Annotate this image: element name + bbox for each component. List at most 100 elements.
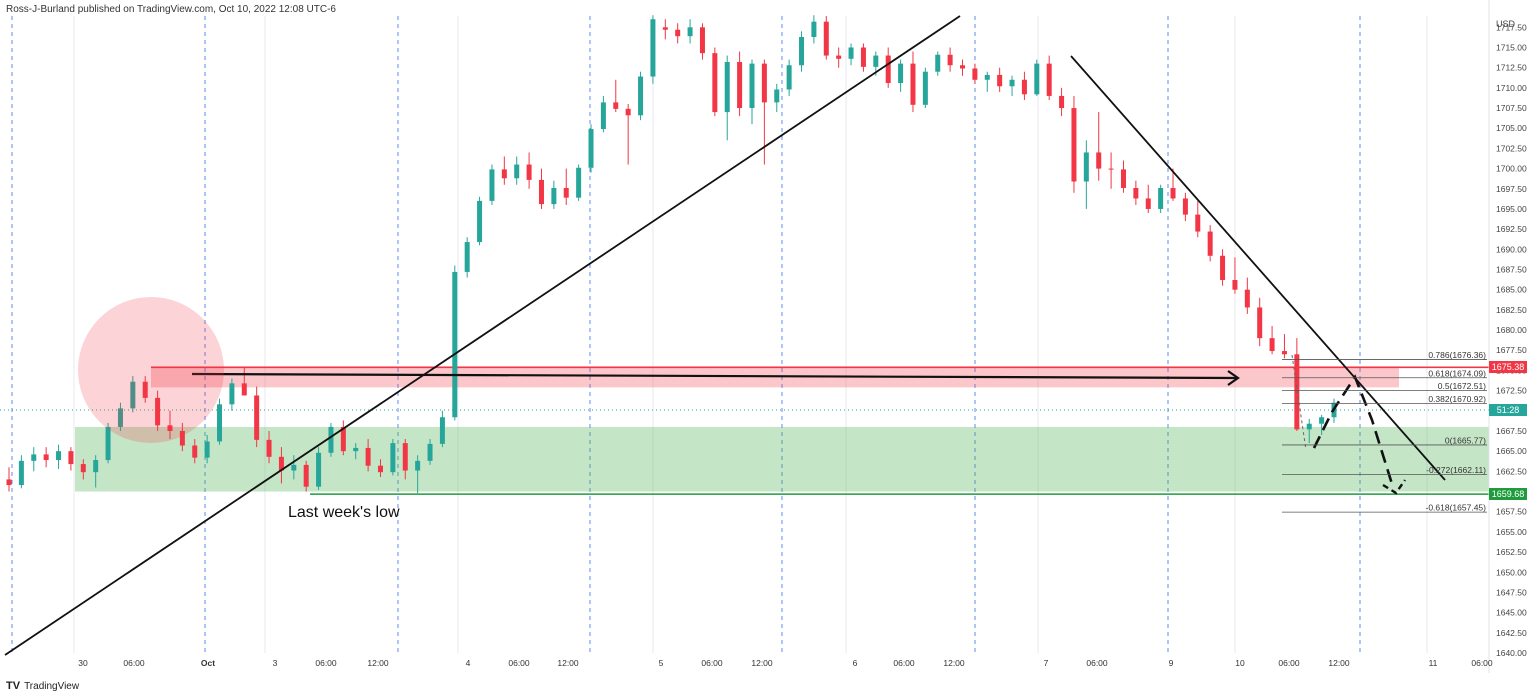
candle	[526, 152, 532, 189]
candle	[972, 63, 978, 84]
time-tick-label: 10	[1235, 658, 1245, 668]
currency-label: USD	[1496, 19, 1516, 29]
time-axis[interactable]: 30 06:00 Oct 3 06:00 12:00 4 06:00 12:00 5 06:00 12…	[78, 658, 1493, 668]
tradingview-logo-icon: TV	[6, 680, 21, 692]
candle	[885, 47, 891, 88]
price-tick-label: 1702.50	[1496, 143, 1527, 153]
candle	[638, 71, 644, 121]
candle	[1170, 168, 1176, 201]
candle	[551, 180, 557, 209]
candle	[724, 55, 730, 141]
candle	[1096, 112, 1102, 181]
price-tick-label: 1692.50	[1496, 224, 1527, 234]
price-tick-label: 1707.50	[1496, 103, 1527, 113]
price-tick-label: 1695.00	[1496, 204, 1527, 214]
publisher-header: Ross-J-Burland published on TradingView.…	[6, 4, 336, 15]
support-zone[interactable]	[75, 426, 1489, 492]
candle	[1083, 140, 1089, 209]
candle	[997, 67, 1003, 92]
candle	[935, 51, 941, 76]
candle	[687, 19, 693, 44]
candle	[229, 378, 235, 411]
last-week-low-price-label: 1659.68	[1489, 488, 1527, 501]
price-tick-label: 1642.50	[1496, 628, 1527, 638]
candle	[254, 386, 260, 448]
candle	[427, 439, 433, 465]
candle	[712, 47, 718, 117]
fib-label: 0.786(1676.36)	[1428, 350, 1486, 360]
candle	[415, 455, 421, 494]
price-tick-label: 1645.00	[1496, 608, 1527, 618]
candle	[774, 83, 780, 113]
candle	[1046, 55, 1052, 100]
candle	[811, 15, 817, 44]
candle	[1158, 184, 1164, 213]
candle	[80, 459, 86, 480]
candle	[613, 79, 619, 113]
candle	[142, 376, 148, 403]
candle	[6, 467, 12, 492]
candle	[1257, 297, 1263, 347]
time-tick-label: 3	[273, 658, 278, 668]
price-tick-label: 1687.50	[1496, 265, 1527, 275]
candle	[1120, 160, 1126, 193]
candle	[984, 71, 990, 92]
candle	[675, 23, 681, 44]
time-tick-label: 7	[1044, 658, 1049, 668]
candle	[452, 265, 458, 421]
grid-lines	[0, 16, 1489, 653]
price-tick-label: 1700.00	[1496, 164, 1527, 174]
candle	[155, 390, 161, 431]
time-tick-label: 06:00	[123, 658, 145, 668]
fib-label: 0(1665.77)	[1445, 435, 1486, 445]
candle	[910, 51, 916, 113]
footer-brand[interactable]: TV TradingView	[6, 680, 79, 692]
candles	[6, 15, 1337, 494]
time-tick-label: 11	[1429, 658, 1438, 668]
price-tick-label: 1685.00	[1496, 285, 1527, 295]
price-axis[interactable]: 1640.00 1642.50 1645.00 1647.50 1650.00 1652.…	[1496, 22, 1527, 658]
time-tick-label: 30	[78, 658, 88, 668]
candle	[1220, 249, 1226, 286]
candle	[538, 168, 544, 209]
horizontal-arrow[interactable]	[191, 372, 1237, 380]
candle	[786, 59, 792, 96]
highlight-circle	[78, 297, 224, 443]
candle	[353, 443, 359, 460]
price-tick-label: 1715.00	[1496, 42, 1527, 52]
time-tick-label: 12:00	[557, 658, 579, 668]
candle	[1182, 192, 1188, 222]
candle	[1133, 180, 1139, 205]
time-tick-label: 12:00	[1328, 658, 1350, 668]
time-tick-label: 9	[1169, 658, 1174, 668]
time-tick-label: 06:00	[1278, 658, 1300, 668]
fib-label: 0.5(1672.51)	[1438, 381, 1486, 391]
price-tick-label: 1655.00	[1496, 527, 1527, 537]
projection-path[interactable]	[1312, 374, 1394, 485]
ascending-trendline[interactable]	[4, 15, 961, 656]
candle	[1145, 184, 1151, 213]
candle	[1269, 326, 1275, 355]
candle	[1306, 418, 1312, 444]
time-tick-label: Oct	[201, 658, 215, 668]
price-tick-label: 1672.50	[1496, 386, 1527, 396]
horizontal-arrow-head	[1227, 370, 1240, 386]
candle	[600, 95, 606, 133]
candle	[328, 422, 334, 457]
candle	[749, 59, 755, 125]
time-tick-label: 06:00	[315, 658, 337, 668]
price-tick-label: 1712.50	[1496, 63, 1527, 73]
candle	[625, 104, 631, 165]
fibonacci-levels: 0.786(1676.36) 0.618(1674.09) 0.5(1672.51)…	[1282, 350, 1487, 513]
price-tick-label: 1667.50	[1496, 426, 1527, 436]
candle	[192, 439, 198, 464]
price-tick-label: 1717.50	[1496, 22, 1527, 32]
candle	[217, 398, 223, 445]
candle	[130, 376, 136, 413]
candle	[477, 196, 483, 246]
time-tick-label: 06:00	[1471, 658, 1493, 668]
candle	[303, 460, 309, 492]
descending-trendline[interactable]	[1070, 55, 1446, 481]
time-tick-label: 12:00	[367, 658, 389, 668]
